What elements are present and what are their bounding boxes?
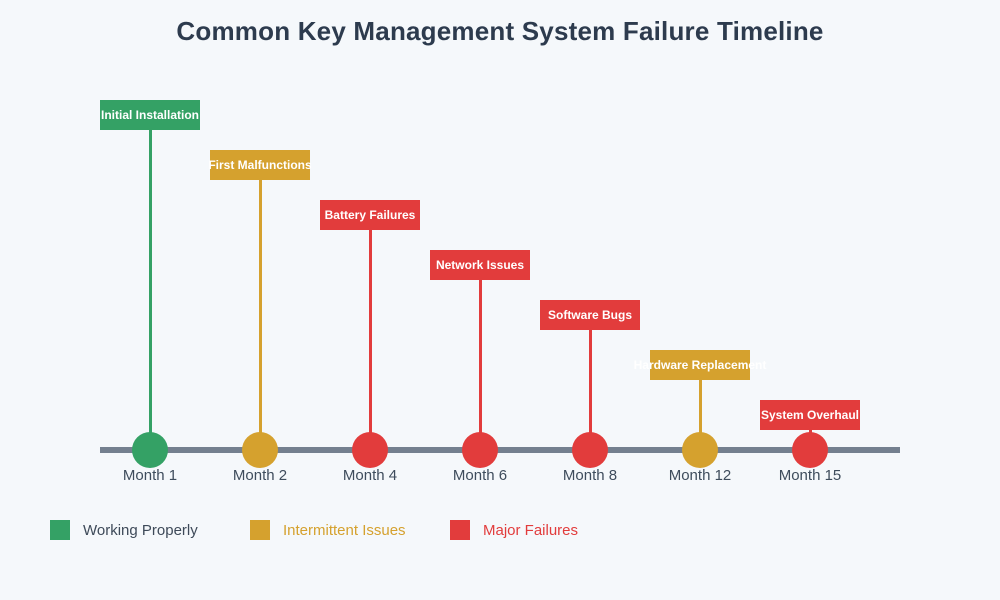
axis-tick-label: Month 15 [778,467,842,484]
legend-label: Working Properly [83,521,198,539]
axis-tick-label: Month 12 [668,467,732,484]
legend-swatch [250,520,270,540]
event-stem [148,130,152,450]
axis-tick-label: Month 4 [342,467,398,484]
axis-tick-label: Month 1 [122,467,178,484]
axis-tick-label: Month 2 [232,467,288,484]
event-dot [792,432,828,468]
event-label: Hardware Replacement [634,350,766,380]
legend-item-working-properly: Working Properly [50,520,198,540]
axis-tick-label: Month 8 [562,467,618,484]
legend-label: Intermittent Issues [283,521,406,539]
axis-tick-label: Month 6 [452,467,508,484]
event-dot [682,432,718,468]
legend-label: Major Failures [483,521,579,539]
event-stem [478,280,482,450]
timeline-axis [100,447,900,453]
event-dot [462,432,498,468]
event-label: Battery Failures [320,200,420,230]
legend-item-major-failures: Major Failures [450,520,578,540]
legend-swatch [450,520,470,540]
legend-item-intermittent-issues: Intermittent Issues [250,520,406,540]
event-dot [352,432,388,468]
event-label: System Overhaul [760,400,860,430]
event-stem [698,380,702,450]
event-dot [242,432,278,468]
event-label: Initial Installation [100,100,200,130]
event-dot [132,432,168,468]
event-label: Network Issues [430,250,530,280]
legend-swatch [50,520,70,540]
event-stem [258,180,262,450]
event-label: Software Bugs [540,300,640,330]
event-label: First Malfunctions [208,150,312,180]
event-stem [588,330,592,450]
chart-title: Common Key Management System Failure Tim… [176,16,824,46]
event-stem [368,230,372,450]
event-dot [572,432,608,468]
